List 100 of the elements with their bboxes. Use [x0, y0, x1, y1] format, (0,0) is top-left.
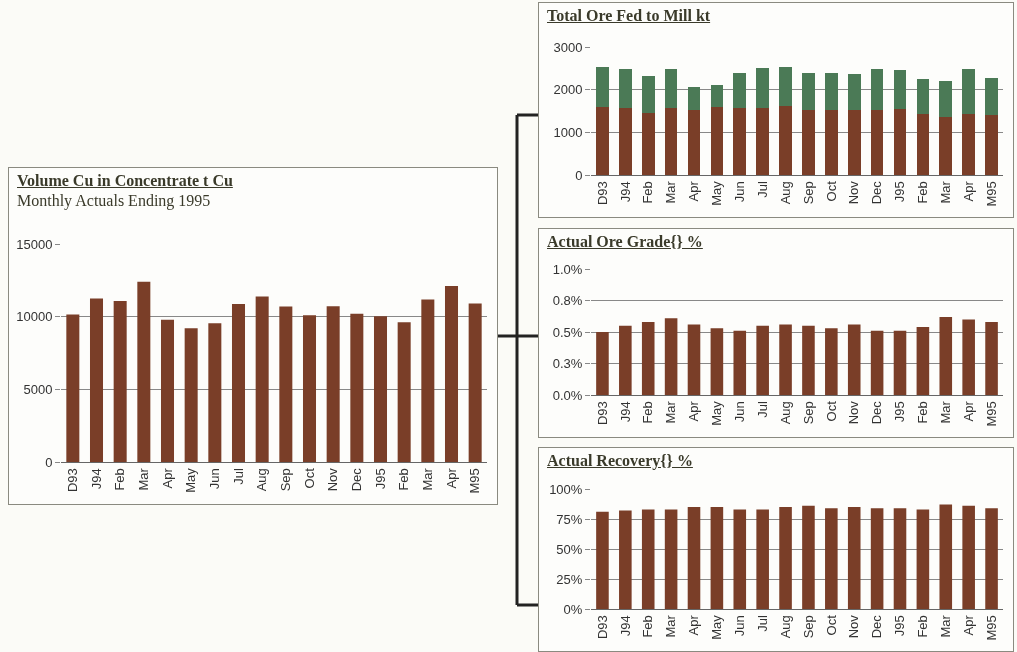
bar — [756, 509, 769, 609]
bar — [756, 68, 769, 109]
bar — [664, 108, 678, 175]
bar — [870, 330, 884, 395]
x-tick-label: Dec — [869, 180, 885, 205]
bar — [847, 324, 861, 395]
bar — [779, 507, 792, 609]
bar — [825, 508, 838, 609]
bar — [847, 507, 861, 609]
x-tick-label: Nov — [846, 614, 862, 639]
bar — [596, 332, 609, 395]
y-tick-label: 1.0% — [552, 261, 583, 277]
x-tick-label: Feb — [640, 181, 656, 204]
x-tick-label: Jun — [732, 615, 748, 637]
bar — [710, 107, 724, 175]
chart-title: Total Ore Fed to Mill kt — [547, 7, 712, 25]
bar — [687, 87, 701, 110]
bar — [756, 325, 769, 395]
x-tick-label: Oct — [823, 614, 839, 636]
bar — [985, 115, 998, 175]
bar — [231, 304, 246, 462]
y-tick-label: 0.3% — [552, 356, 583, 372]
bar — [802, 325, 815, 395]
y-tick-label: 75% — [556, 511, 583, 527]
x-tick-label: J95 — [892, 401, 908, 423]
x-tick-label: Mar — [663, 614, 679, 638]
bar — [985, 321, 998, 395]
bar — [468, 303, 482, 462]
x-tick-label: Aug — [777, 181, 793, 205]
bar — [916, 326, 930, 395]
bar — [893, 508, 907, 609]
x-tick-label: J94 — [617, 615, 633, 637]
bar — [664, 509, 678, 609]
bar — [619, 510, 632, 609]
bar — [802, 110, 815, 175]
y-tick-label: 1000 — [553, 124, 583, 140]
y-tick-label: 15000 — [16, 236, 53, 252]
y-tick-label: 0.5% — [552, 324, 583, 340]
bar — [326, 306, 340, 462]
x-tick-label: Sep — [278, 468, 294, 492]
bar — [870, 110, 884, 175]
y-tick-label: 25% — [556, 571, 583, 587]
x-tick-label: Jun — [732, 181, 748, 203]
bar — [373, 316, 388, 462]
x-tick-label: Feb — [640, 401, 656, 424]
bar — [641, 321, 655, 395]
bar — [302, 315, 317, 462]
bar — [184, 328, 198, 462]
x-tick-label: D93 — [594, 401, 610, 426]
bar — [870, 508, 884, 609]
x-tick-label: May — [183, 467, 199, 493]
bar — [733, 509, 747, 609]
bar — [939, 117, 953, 175]
x-tick-label: Mar — [938, 180, 954, 204]
x-tick-label: Apr — [159, 467, 175, 489]
bar — [664, 318, 678, 395]
x-tick-label: Jun — [732, 401, 748, 423]
x-tick-label: Sep — [800, 401, 816, 425]
x-tick-label: Feb — [915, 401, 931, 424]
x-tick-label: J94 — [88, 468, 104, 490]
bar — [847, 110, 861, 175]
bar — [779, 67, 792, 107]
bar — [596, 66, 609, 108]
x-tick-label: Jul — [230, 468, 246, 485]
bar — [710, 328, 724, 395]
bar — [962, 319, 975, 395]
bar — [641, 76, 655, 113]
bar — [619, 68, 632, 109]
x-tick-label: Mar — [938, 614, 954, 638]
x-tick-label: Mar — [663, 400, 679, 424]
x-tick-label: Dec — [869, 614, 885, 639]
bar — [962, 113, 975, 175]
bar — [847, 73, 861, 111]
bar — [89, 298, 104, 462]
bar — [985, 508, 998, 609]
bar — [893, 108, 907, 175]
x-tick-label: Nov — [325, 467, 341, 492]
x-tick-label: Apr — [960, 400, 976, 422]
x-tick-label: Aug — [254, 468, 270, 492]
bar — [208, 323, 222, 462]
bar — [641, 112, 655, 175]
bar — [916, 113, 930, 175]
x-tick-label: Sep — [800, 181, 816, 205]
y-tick-label: 50% — [556, 541, 583, 557]
bar — [733, 108, 747, 175]
bar — [66, 314, 80, 462]
x-tick-label: Apr — [960, 180, 976, 202]
bar — [350, 313, 364, 462]
y-tick-label: 100% — [549, 481, 583, 497]
chart-subtitle: Monthly Actuals Ending 1995 — [17, 192, 212, 210]
x-tick-label: Feb — [915, 181, 931, 204]
y-tick-label: 0% — [563, 601, 583, 617]
bar — [779, 106, 792, 175]
bar — [137, 281, 151, 462]
bar — [756, 108, 769, 175]
x-tick-label: Mar — [663, 180, 679, 204]
bar — [802, 72, 815, 111]
x-tick-label: M95 — [983, 615, 999, 641]
bar — [916, 509, 930, 609]
x-tick-label: D93 — [594, 181, 610, 206]
